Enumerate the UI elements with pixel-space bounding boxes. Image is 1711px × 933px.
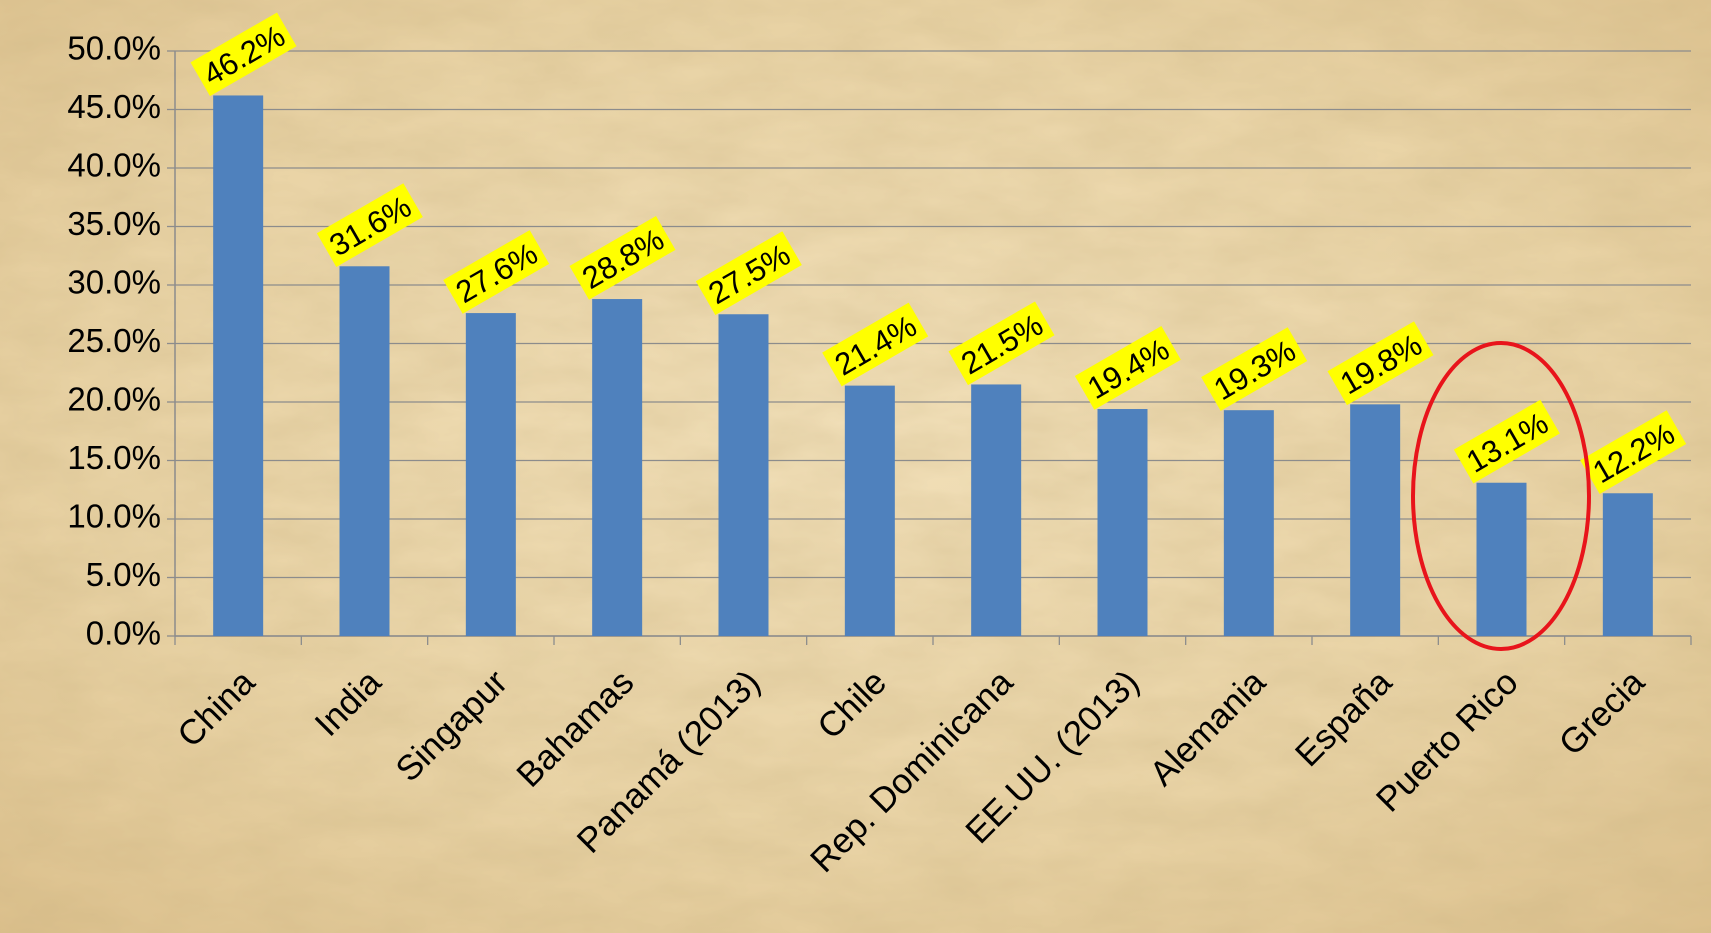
data-label-box [695, 231, 802, 315]
y-tick-label: 50.0% [67, 30, 161, 67]
bar [213, 95, 264, 636]
bar [592, 299, 643, 636]
bar [1602, 493, 1653, 636]
bar [1223, 410, 1274, 636]
data-label-box [569, 216, 676, 300]
data-label-box [822, 302, 929, 387]
bar [718, 314, 769, 636]
y-tick-label: 40.0% [67, 147, 161, 184]
y-tick-label: 5.0% [86, 556, 161, 593]
bar [465, 313, 516, 636]
highlight-ellipse [1411, 341, 1591, 651]
y-tick-label: 35.0% [67, 205, 161, 242]
data-label-box [1453, 399, 1560, 484]
y-tick-label: 45.0% [67, 88, 161, 125]
data-label-box [316, 183, 423, 268]
data-label-box [1327, 321, 1434, 406]
data-label-box [1074, 326, 1181, 410]
bar [1097, 409, 1148, 636]
bar [1476, 482, 1527, 636]
data-label-box [190, 12, 297, 97]
y-tick-label: 25.0% [67, 322, 161, 359]
y-tick-label: 10.0% [67, 498, 161, 535]
data-label-box [1580, 410, 1687, 494]
bar [971, 384, 1022, 636]
y-tick-label: 30.0% [67, 264, 161, 301]
data-label-box [948, 301, 1055, 386]
y-tick-label: 15.0% [67, 439, 161, 476]
y-tick-label: 0.0% [86, 615, 161, 652]
bar [844, 385, 895, 636]
data-label-box [1201, 327, 1308, 411]
y-tick-label: 20.0% [67, 381, 161, 418]
data-label-box [443, 230, 550, 314]
bar [339, 266, 390, 636]
bar [1350, 404, 1401, 636]
